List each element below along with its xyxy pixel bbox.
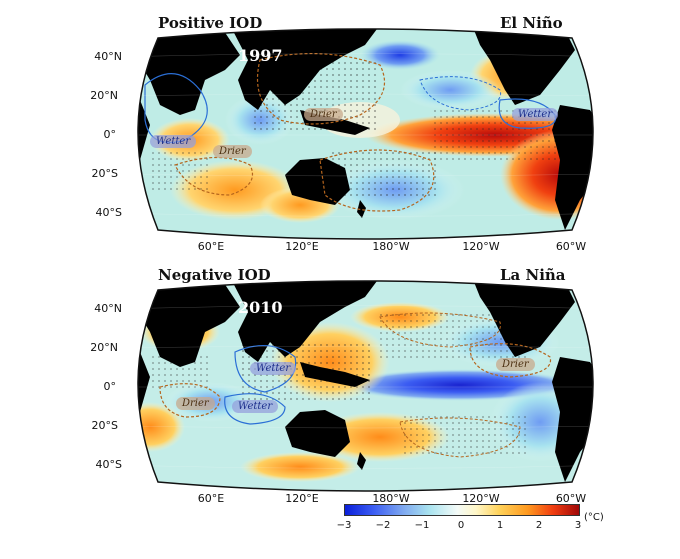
- panel-bottom-right-label: La Niña: [500, 266, 566, 284]
- lon-label: 180°W: [372, 492, 410, 505]
- lon-label: 120°E: [285, 240, 319, 253]
- panel-top-left-label: Positive IOD: [158, 14, 263, 32]
- lon-label: 120°E: [285, 492, 319, 505]
- map-panel-bottom: Negative IOD La Niña 2010 Wetter Wetter …: [0, 252, 680, 505]
- lat-label: 40°N: [94, 50, 122, 63]
- lat-label: 0°: [103, 128, 117, 141]
- wetter-tag-indian: Wetter: [150, 135, 197, 148]
- lon-label: 60°E: [197, 492, 225, 505]
- lon-label: 120°W: [462, 492, 500, 505]
- map-panel-top: Positive IOD El Niño 1997 Drier Drier We…: [0, 0, 680, 253]
- lon-label: 60°W: [555, 240, 587, 253]
- panel-top-year: 1997: [238, 46, 283, 65]
- lon-label: 180°W: [372, 240, 410, 253]
- panel-bottom-left-label: Negative IOD: [158, 266, 271, 284]
- lat-label: 20°S: [91, 419, 118, 432]
- lat-label: 40°S: [95, 458, 122, 471]
- sst-map-1997: [137, 28, 594, 240]
- colorbar-tick: −1: [414, 520, 430, 531]
- colorbar-tick: 0: [457, 520, 465, 531]
- colorbar-tick: 1: [496, 520, 504, 531]
- colorbar-tick: 2: [535, 520, 543, 531]
- lat-label: 20°S: [91, 167, 118, 180]
- lon-label: 60°E: [197, 240, 225, 253]
- colorbar-tick: −2: [375, 520, 391, 531]
- colorbar-tick: −3: [336, 520, 352, 531]
- wetter-tag-maritime: Wetter: [250, 362, 297, 375]
- sst-map-2010: [137, 280, 594, 492]
- lat-label: 20°N: [90, 341, 118, 354]
- drier-tag-indian: Drier: [176, 397, 215, 410]
- lat-label: 40°N: [94, 302, 122, 315]
- colorbar-unit: (°C): [584, 512, 604, 523]
- lat-label: 0°: [103, 380, 117, 393]
- lat-label: 40°S: [95, 206, 122, 219]
- drier-tag-indian: Drier: [213, 145, 252, 158]
- wetter-tag-indian: Wetter: [232, 400, 279, 413]
- temperature-colorbar: [344, 504, 580, 516]
- colorbar-tick: 3: [574, 520, 582, 531]
- panel-top-right-label: El Niño: [500, 14, 563, 32]
- lon-label: 120°W: [462, 240, 500, 253]
- drier-tag-pacific: Drier: [304, 108, 343, 121]
- lat-label: 20°N: [90, 89, 118, 102]
- wetter-tag-pacific: Wetter: [512, 108, 559, 121]
- lon-label: 60°W: [555, 492, 587, 505]
- panel-bottom-year: 2010: [238, 298, 283, 317]
- drier-tag-pacific: Drier: [496, 358, 535, 371]
